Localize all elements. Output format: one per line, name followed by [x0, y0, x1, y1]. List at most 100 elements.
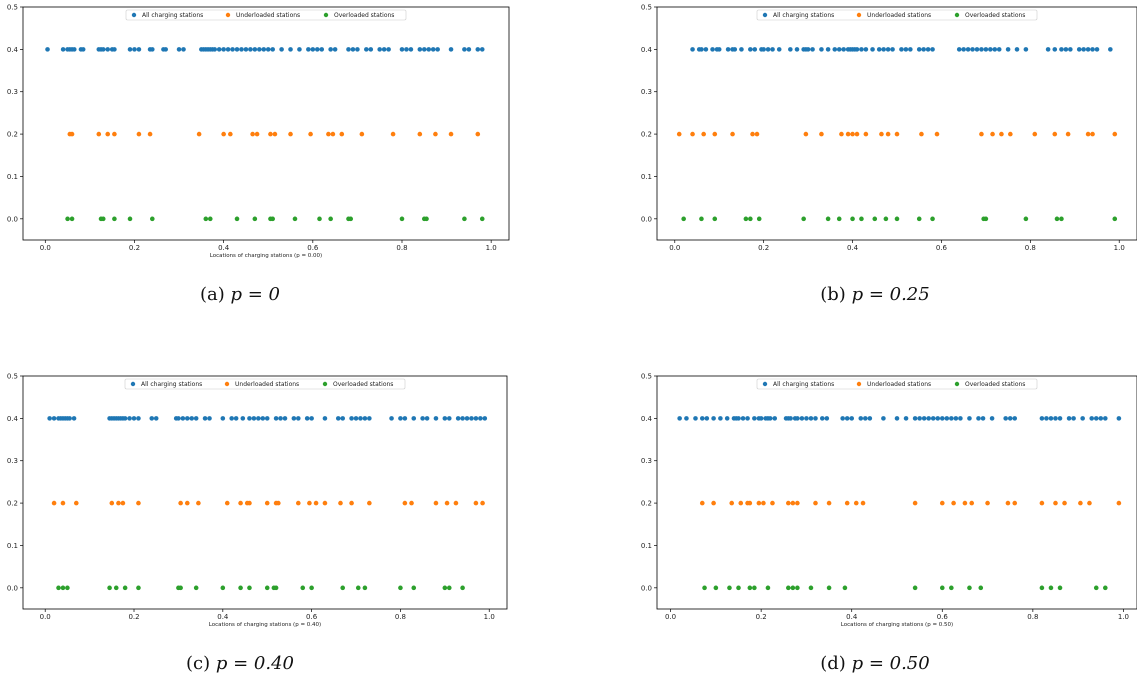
- data-point: [1039, 500, 1045, 506]
- data-point: [473, 500, 479, 506]
- data-point: [788, 47, 793, 52]
- data-point: [265, 47, 271, 52]
- legend-label: Overloaded stations: [965, 381, 1025, 388]
- caption-c-prefix: (c): [185, 653, 211, 674]
- x-tick-label: 0.8: [395, 613, 406, 621]
- data-point: [153, 416, 159, 421]
- data-point: [1066, 416, 1072, 421]
- data-point: [270, 216, 275, 222]
- data-point: [109, 500, 115, 506]
- data-point: [207, 216, 213, 222]
- data-point: [989, 416, 995, 421]
- data-point: [752, 416, 757, 421]
- legend-marker: [856, 12, 862, 18]
- data-point: [252, 47, 258, 52]
- data-point: [693, 416, 698, 421]
- data-point: [96, 131, 102, 137]
- data-point: [1103, 416, 1108, 421]
- data-point: [273, 585, 279, 591]
- legend-marker: [224, 381, 230, 387]
- data-point: [292, 216, 298, 222]
- data-point: [935, 416, 941, 421]
- data-point: [349, 500, 354, 506]
- data-point: [756, 500, 762, 506]
- data-point: [1063, 47, 1069, 52]
- data-point: [184, 416, 190, 421]
- data-point: [230, 47, 235, 52]
- data-point: [699, 47, 704, 52]
- data-point: [825, 47, 831, 52]
- data-point: [1044, 416, 1049, 421]
- data-point: [962, 500, 968, 506]
- data-point: [296, 416, 301, 421]
- data-point: [1048, 585, 1054, 591]
- data-point: [193, 416, 199, 421]
- data-point: [435, 47, 440, 52]
- data-point: [446, 416, 452, 421]
- data-point: [786, 585, 791, 591]
- data-point: [264, 585, 270, 591]
- data-point: [402, 416, 408, 421]
- x-tick-label: 0.6: [936, 244, 948, 252]
- data-point: [752, 47, 758, 52]
- data-point: [983, 47, 989, 52]
- data-point: [278, 416, 283, 421]
- data-point: [747, 585, 753, 591]
- data-point: [221, 131, 226, 137]
- data-point: [149, 416, 155, 421]
- data-point: [105, 47, 111, 52]
- data-point: [881, 416, 886, 421]
- data-point: [430, 47, 436, 52]
- data-point: [917, 416, 922, 421]
- data-point: [761, 500, 766, 506]
- data-point: [398, 416, 403, 421]
- data-point: [810, 47, 815, 52]
- data-point: [961, 47, 966, 52]
- data-point: [808, 416, 814, 421]
- data-point: [804, 416, 809, 421]
- data-point: [479, 216, 485, 222]
- data-point: [322, 416, 328, 421]
- data-point: [264, 416, 270, 421]
- y-tick-label: 0.5: [7, 373, 18, 381]
- y-tick-label: 0.3: [7, 88, 18, 96]
- data-point: [1089, 416, 1095, 421]
- data-point: [1090, 47, 1095, 52]
- data-point: [326, 131, 331, 137]
- data-point: [466, 47, 472, 52]
- data-point: [409, 500, 414, 506]
- data-point: [482, 416, 488, 421]
- legend-label: All charging stations: [773, 381, 834, 388]
- data-point: [921, 47, 926, 52]
- data-point: [1012, 416, 1018, 421]
- data-point: [854, 131, 860, 137]
- data-point: [319, 47, 325, 52]
- data-point: [1108, 47, 1113, 52]
- data-point: [112, 216, 117, 222]
- data-point: [399, 47, 405, 52]
- data-point: [885, 131, 891, 137]
- data-point: [930, 416, 936, 421]
- data-point: [1076, 47, 1082, 52]
- data-point: [712, 131, 718, 137]
- data-point: [974, 47, 980, 52]
- data-point: [867, 416, 873, 421]
- data-point: [250, 131, 255, 137]
- data-point: [51, 500, 57, 506]
- data-point: [475, 131, 481, 137]
- x-tick-label: 0.6: [937, 613, 949, 621]
- data-point: [853, 500, 859, 506]
- x-tick-label: 0.8: [1025, 244, 1036, 252]
- data-point: [478, 416, 483, 421]
- x-tick-label: 0.2: [128, 613, 139, 621]
- data-point: [355, 47, 360, 52]
- data-point: [411, 416, 417, 421]
- data-point: [805, 47, 811, 52]
- data-point: [112, 47, 117, 52]
- legend-marker: [131, 12, 137, 18]
- data-point: [389, 416, 394, 421]
- data-point: [1059, 216, 1064, 222]
- data-point: [261, 47, 267, 52]
- data-point: [424, 416, 430, 421]
- data-point: [398, 585, 403, 591]
